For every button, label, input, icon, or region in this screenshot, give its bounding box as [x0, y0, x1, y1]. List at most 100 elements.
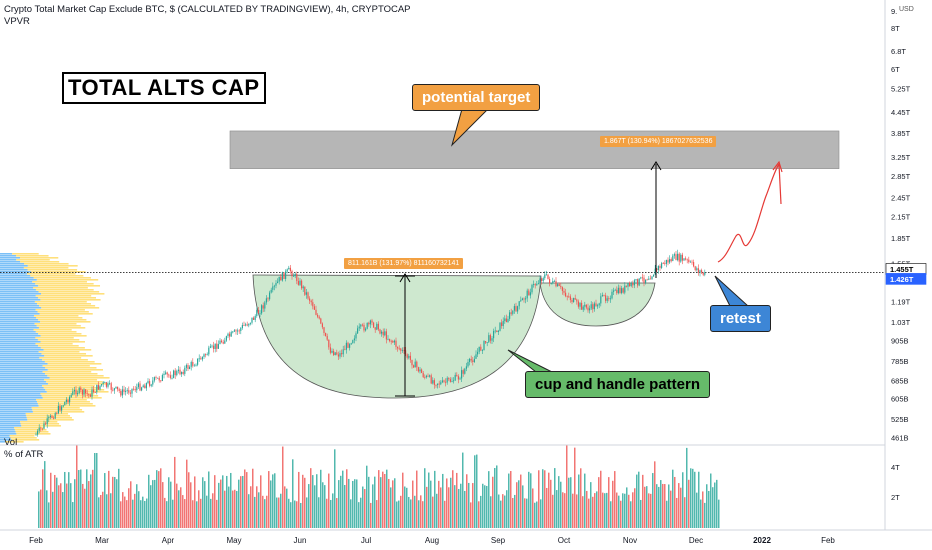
y-tick-label: 8T: [891, 24, 900, 33]
vp-bar-yellow: [34, 301, 87, 303]
volume-bar: [596, 491, 598, 528]
candle-body: [462, 370, 464, 374]
candle-body: [121, 389, 123, 396]
candle-body: [361, 324, 363, 326]
candle-body: [427, 375, 429, 377]
volume-bar: [454, 485, 456, 528]
measure-upper-label: 1.867T (130.94%) 1867027632536: [600, 136, 717, 147]
candle-body: [197, 358, 199, 365]
volume-bar: [338, 480, 340, 528]
volume-bar: [544, 470, 546, 528]
vp-bar-yellow: [30, 275, 84, 277]
volume-bar: [616, 492, 618, 528]
candle-body: [313, 306, 315, 310]
y-tick-label: 2.15T: [891, 212, 911, 221]
vp-bar-yellow: [42, 385, 95, 387]
volume-bar: [492, 476, 494, 528]
candle-body: [657, 265, 659, 270]
candle-body: [584, 304, 586, 307]
candle-body: [502, 320, 504, 327]
candle-body: [382, 331, 384, 336]
candle-body: [595, 303, 597, 307]
volume-bar: [98, 497, 100, 528]
candle-body: [171, 377, 173, 379]
volume-bar: [584, 473, 586, 528]
volume-bar: [496, 465, 498, 528]
projection-path: [717, 160, 783, 263]
volume-bar: [474, 455, 476, 528]
candle-body: [441, 380, 443, 383]
candle-body: [664, 263, 666, 265]
volume-bar: [50, 472, 52, 528]
candle-body: [472, 360, 474, 362]
volume-bar: [304, 477, 306, 528]
volume-bar: [60, 483, 62, 528]
vp-bar-blue: [0, 421, 21, 423]
volume-bar: [554, 468, 556, 528]
candle-body: [224, 340, 226, 344]
candle-body: [225, 336, 227, 341]
vp-bar-blue: [0, 375, 48, 377]
volume-bar: [366, 465, 368, 528]
volume-bar: [126, 500, 128, 528]
candle-body: [656, 268, 658, 270]
volume-bar: [206, 495, 208, 528]
volume-bar: [668, 484, 670, 528]
volume-bar: [652, 473, 654, 528]
candle-body: [40, 427, 42, 429]
candle-body: [115, 386, 117, 389]
volume-bar: [426, 486, 428, 528]
volume-bar: [420, 495, 422, 528]
candle-body: [296, 273, 298, 282]
volume-bar: [112, 476, 114, 528]
y-tick-label: 525B: [891, 415, 909, 424]
volume-bar: [392, 480, 394, 528]
volume-bar: [664, 484, 666, 528]
candle-body: [329, 347, 331, 353]
candle-body: [349, 344, 351, 348]
volume-bar: [354, 479, 356, 528]
volume-bar: [302, 474, 304, 528]
volume-bar: [408, 496, 410, 528]
volume-bar: [452, 470, 454, 528]
candle-body: [277, 281, 279, 283]
vp-bar-yellow: [27, 269, 78, 271]
vp-bar-blue: [0, 429, 15, 431]
candle-body: [533, 284, 535, 285]
vp-bar-yellow: [16, 433, 51, 435]
candle-body: [267, 298, 269, 300]
y-tick-label: 2.85T: [891, 172, 911, 181]
volume-bar: [390, 487, 392, 528]
candle-body: [373, 322, 375, 328]
volume-bar: [562, 492, 564, 528]
candle-body: [491, 338, 493, 341]
candle-body: [486, 342, 488, 344]
candle-body: [161, 375, 163, 381]
vp-bar-blue: [0, 403, 38, 405]
candle-body: [571, 299, 573, 303]
x-tick-label: Nov: [623, 536, 637, 545]
candle-body: [149, 381, 151, 386]
vp-bar-yellow: [26, 273, 76, 275]
volume-bar: [232, 490, 234, 528]
volume-bar: [528, 471, 530, 528]
vp-bar-yellow: [42, 365, 90, 367]
volume-bar: [86, 469, 88, 528]
vp-bar-blue: [0, 347, 41, 349]
candle-body: [320, 318, 322, 324]
volume-bar: [402, 472, 404, 528]
candle-body: [400, 348, 402, 351]
candle-body: [374, 327, 376, 330]
candle-body: [702, 272, 704, 275]
candle-body: [309, 298, 311, 301]
volume-bar: [230, 472, 232, 528]
vp-bar-blue: [0, 269, 28, 271]
volume-bar: [460, 483, 462, 528]
volume-bar: [622, 493, 624, 528]
candle-body: [64, 401, 66, 406]
vp-bar-yellow: [41, 293, 105, 295]
candle-body: [422, 372, 424, 378]
volume-bar: [506, 490, 508, 528]
vp-bar-blue: [0, 297, 39, 299]
candle-body: [483, 341, 485, 351]
